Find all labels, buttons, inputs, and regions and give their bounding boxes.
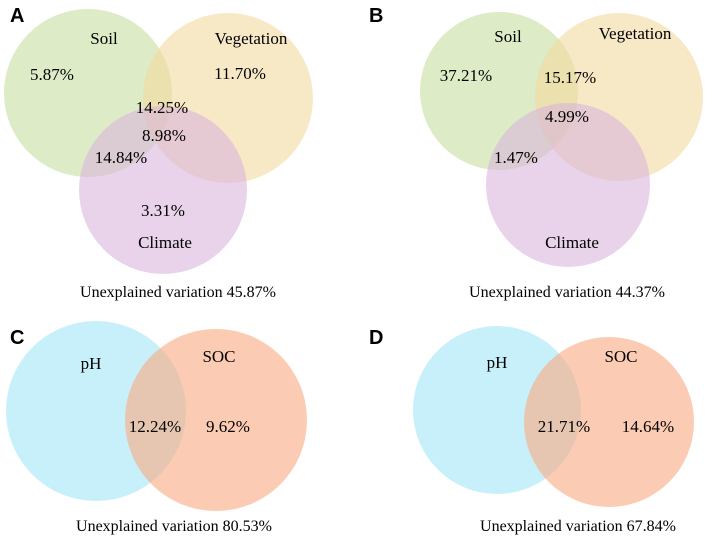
panel-a-soil-climate-value: 14.84% (95, 148, 147, 167)
panel-b-caption: Unexplained variation 44.37% (469, 284, 665, 301)
panel-c-soc-circle (125, 329, 307, 511)
panel-c-overlap-value: 12.24% (129, 417, 181, 436)
panel-b-climate-label: Climate (545, 233, 599, 252)
panel-c-soc-only-value: 9.62% (206, 417, 250, 436)
panel-a-soil-vegetation-value: 14.25% (136, 98, 188, 117)
panel-d-letter: D (369, 327, 383, 349)
panel-a-letter: A (10, 5, 24, 27)
panel-b: B Soil Vegetation Climate 37.21% 15.17% … (369, 5, 703, 301)
panel-a-climate-only-value: 3.31% (141, 201, 185, 220)
panel-a: A Soil Vegetation Climate 5.87% 11.70% 3… (4, 5, 313, 301)
panel-c-caption: Unexplained variation 80.53% (76, 518, 272, 535)
panel-b-letter: B (369, 5, 383, 27)
panel-d-caption: Unexplained variation 67.84% (480, 518, 676, 535)
panel-a-vegetation-label: Vegetation (215, 29, 288, 48)
panel-c-soc-label: SOC (202, 347, 235, 366)
panel-a-climate-circle (79, 106, 247, 274)
panel-a-caption: Unexplained variation 45.87% (80, 284, 276, 301)
panel-b-soil-label: Soil (494, 27, 522, 46)
panel-b-soil-vegetation-value: 15.17% (544, 68, 596, 87)
panel-d-soc-label: SOC (604, 347, 637, 366)
panel-d-soc-circle (524, 337, 694, 507)
panel-b-soil-only-value: 37.21% (440, 66, 492, 85)
panel-d-soc-only-value: 14.64% (622, 417, 674, 436)
panel-b-vegetation-label: Vegetation (599, 24, 672, 43)
panel-a-all-three-value: 8.98% (142, 126, 186, 145)
panel-c-ph-label: pH (81, 354, 102, 373)
panel-d-ph-label: pH (487, 353, 508, 372)
panel-d-overlap-value: 21.71% (538, 417, 590, 436)
panel-a-soil-label: Soil (90, 29, 118, 48)
panel-a-climate-label: Climate (138, 233, 192, 252)
panel-b-soil-climate-value: 1.47% (494, 148, 538, 167)
panel-c-letter: C (10, 327, 24, 349)
panel-a-soil-only-value: 5.87% (30, 65, 74, 84)
panel-d: D pH SOC 21.71% 14.64% Unexplained varia… (369, 326, 694, 535)
panel-c: C pH SOC 12.24% 9.62% Unexplained variat… (6, 321, 307, 535)
panel-a-vegetation-only-value: 11.70% (214, 64, 266, 83)
panel-b-climate-circle (486, 103, 650, 267)
panel-b-all-three-value: 4.99% (545, 107, 589, 126)
